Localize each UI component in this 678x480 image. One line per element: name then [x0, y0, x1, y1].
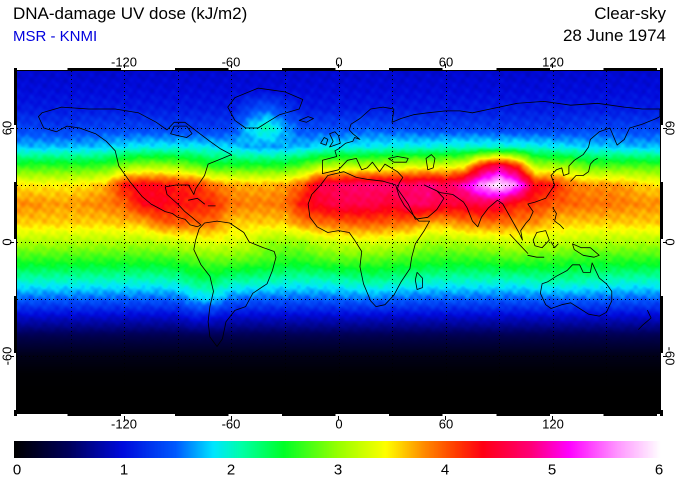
coastline-australia — [540, 263, 611, 316]
axis-tick — [338, 416, 339, 420]
colorbar-tick-label: 3 — [333, 461, 343, 479]
coastline-madagascar — [415, 272, 422, 289]
axis-tick — [10, 127, 14, 129]
axis-tick — [663, 241, 667, 243]
coastline-caspian-sea — [426, 155, 435, 170]
colorbar-tick-label: 1 — [119, 461, 129, 479]
axis-tick — [445, 416, 447, 420]
lon-tick-label-top: 0 — [335, 54, 343, 70]
coastline-britain — [330, 132, 341, 147]
map-frame-top — [14, 68, 663, 71]
axis-tick — [10, 241, 14, 243]
axis-tick — [230, 416, 232, 420]
date-label: 28 June 1974 — [562, 26, 666, 45]
colorbar-tick-label: 0 — [12, 461, 22, 479]
coastline-borneo — [533, 231, 549, 248]
axis-tick — [123, 64, 125, 68]
lon-tick-label-bottom: 120 — [542, 416, 564, 432]
coastline-new-zealand — [639, 310, 652, 329]
coastline-cuba — [188, 198, 204, 204]
coastline-north-america — [38, 107, 231, 227]
lon-tick-label-bottom: 60 — [438, 416, 454, 432]
axis-tick — [338, 64, 339, 68]
axis-tick — [552, 64, 554, 68]
map — [16, 70, 661, 414]
lon-tick-label-bottom: 0 — [335, 416, 343, 432]
source-label: MSR - KNMI — [13, 28, 98, 45]
axis-tick — [663, 127, 667, 129]
map-frame-left — [14, 68, 17, 416]
axis-tick — [230, 64, 232, 68]
coastline-ireland — [321, 138, 328, 146]
colorbar-tick-label: 4 — [440, 461, 450, 479]
colorbar-tick-label: 6 — [654, 461, 664, 479]
lon-tick-label-bottom: -120 — [110, 416, 138, 432]
coastline-greenland — [228, 88, 303, 128]
coastline-eurasia — [322, 101, 660, 240]
graticule-svg — [17, 71, 660, 413]
colorbar-tick-label: 5 — [547, 461, 557, 479]
map-frame-right — [660, 68, 663, 416]
coastline-black-sea — [389, 157, 409, 163]
coastline-java — [528, 255, 544, 257]
coastline-hudson-bay — [171, 126, 192, 137]
coastline-sumatra — [510, 234, 528, 253]
axis-tick — [10, 355, 14, 357]
axis-tick — [552, 416, 554, 420]
coastline-sulawesi — [551, 242, 558, 248]
lon-tick-label-top: -120 — [110, 54, 138, 70]
coastline-japan — [571, 158, 598, 181]
coastline-iceland — [299, 117, 313, 123]
coastline-philippines — [553, 208, 564, 229]
axis-tick — [123, 416, 125, 420]
condition-label: Clear-sky — [594, 4, 666, 23]
axis-tick — [445, 64, 447, 68]
coastline-new-guinea — [572, 244, 599, 257]
page-title: DNA-damage UV dose (kJ/m2) — [13, 4, 248, 23]
axis-tick — [663, 355, 667, 357]
coastlines-svg — [17, 71, 660, 413]
colorbar — [14, 441, 661, 458]
lon-tick-label-top: -60 — [221, 54, 241, 70]
colorbar-tick-label: 2 — [226, 461, 236, 479]
map-frame-bottom — [14, 413, 663, 416]
lon-tick-label-top: 120 — [542, 54, 564, 70]
coastline-south-america — [194, 221, 276, 346]
lon-tick-label-bottom: -60 — [221, 416, 241, 432]
lon-tick-label-top: 60 — [438, 54, 454, 70]
coastline-africa — [308, 172, 429, 307]
